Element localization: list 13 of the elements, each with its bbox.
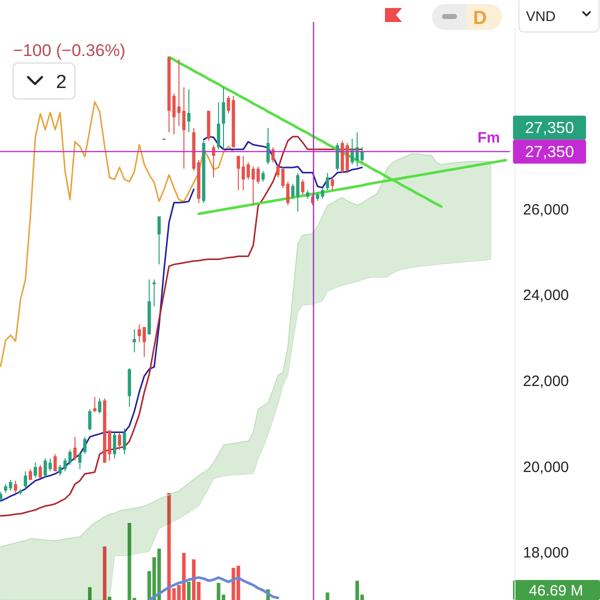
text: 46.69 M	[528, 582, 584, 600]
y-tick-label: 26,000	[523, 201, 569, 218]
annotation: D	[473, 8, 487, 29]
y-tick-label: 20,000	[523, 458, 569, 476]
y-tick-label: 22,000	[523, 372, 569, 390]
annotation: −100 (−0.36%)	[13, 41, 126, 60]
text: VND	[526, 8, 556, 24]
annotation: 2	[56, 72, 67, 93]
ref-line-label: Fm	[478, 130, 500, 147]
y-tick-label: 18,000	[523, 544, 569, 562]
text: 27,350	[525, 144, 574, 162]
y-tick-label: 24,000	[523, 287, 569, 304]
text: 27,350	[525, 120, 574, 138]
